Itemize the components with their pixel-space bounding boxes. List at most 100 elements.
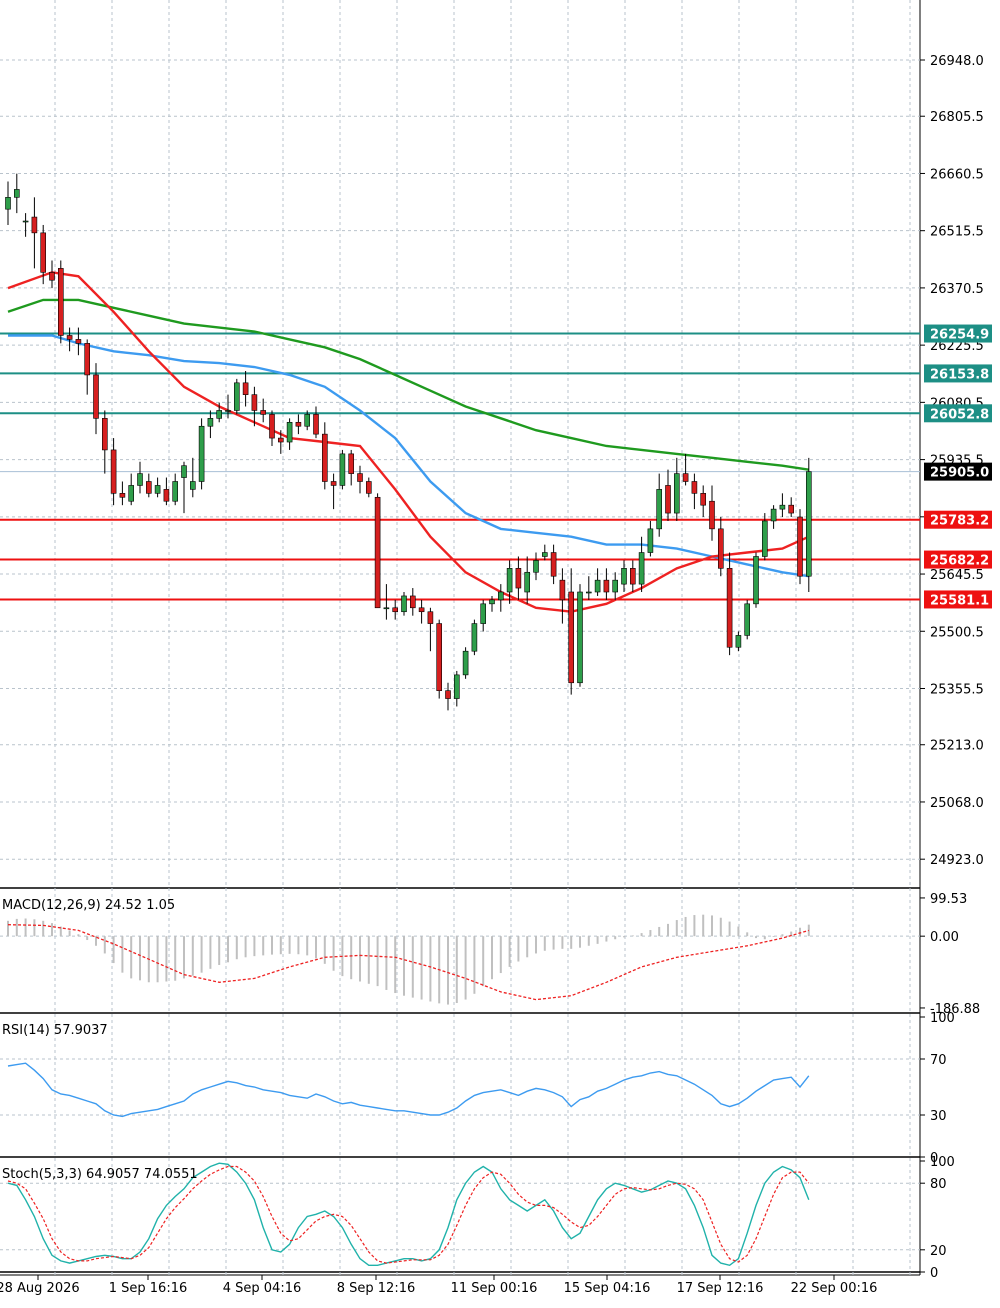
candle-body [524,571,531,593]
candle-body [489,599,495,605]
candle-body [269,414,275,439]
candle-body [682,473,689,482]
candle-body [612,579,619,593]
grid [0,0,921,1276]
candle-body [427,611,434,624]
candle-body [242,382,249,395]
candle-body [700,493,707,506]
axes: 26948.0 26805.5 26660.5 26515.5 26370.5 26225… [0,54,992,1296]
candle-body [137,473,143,486]
candle-body [497,591,504,601]
macd-tick-label: 0.00 [930,930,959,945]
stoch-k-line [7,1162,810,1267]
candle-body [75,339,82,344]
rsi-tick-label: 30 [930,1109,947,1124]
candle-body [216,410,222,419]
candle-body [102,418,108,451]
rsi-tick-label: 100 [930,1011,955,1026]
candle-body [541,552,548,557]
macd-tick-label: 99.53 [930,892,967,907]
candle-body [93,374,99,419]
candle-body [779,504,786,510]
time-tick-label: 22 Sep 00:16 [791,1281,878,1296]
candle-body [761,520,768,557]
candle-body [621,568,627,585]
candle-body [295,421,302,427]
candle-body [128,485,134,502]
candle-body [691,481,698,494]
time-tick-label: 17 Sep 12:16 [677,1281,764,1296]
time-tick-label: 1 Sep 16:16 [109,1281,188,1296]
candle-body [401,595,407,613]
candle-body [797,516,803,577]
time-tick-label: 28 Aug 2026 [0,1281,80,1296]
rsi-panel: RSI(14) 57.9037 [2,1023,810,1118]
candle-body [603,579,610,593]
level-price-tag [924,364,992,383]
candle-body [251,394,258,411]
stoch-d-line [7,1165,810,1264]
candle-body [330,481,337,486]
candle-body [744,603,751,636]
level-price-label: 25581.1 [930,593,989,608]
candle-body [665,485,671,514]
candle-body [480,603,487,624]
candle-body [805,471,812,577]
level-price-label: 25682.2 [930,554,989,569]
candle-body [726,568,733,648]
level-price-label: 26254.9 [930,328,989,343]
price-tick-label: 26515.5 [930,225,984,240]
candle-body [172,481,178,502]
price-tick-label: 26948.0 [930,54,984,69]
candle-body [190,481,196,490]
moving-average-green [7,298,809,471]
candle-body [31,216,38,234]
candle-body [286,421,293,443]
macd-tick-label: -186.88 [930,1002,980,1017]
level-price-tag [924,550,992,569]
candle-body [462,650,469,676]
candle-body [365,481,372,494]
candle-body [453,674,460,699]
price-tick-label: 25355.5 [930,682,984,697]
candle-body [735,635,742,648]
candle-body [577,591,583,684]
level-price-label: 26052.8 [930,407,989,422]
candle-body [49,272,55,281]
price-panel [0,173,920,711]
candle-body [629,568,636,585]
rsi-label: RSI(14) 57.9037 [2,1023,108,1038]
candle-body [383,607,390,610]
candle-body [198,425,205,482]
moving-average-blue [8,334,809,578]
candle-body [506,568,513,593]
candle-body [436,623,443,691]
candle-body [321,433,328,482]
candle-body [357,473,363,482]
price-tick-label: 26805.5 [930,110,984,125]
candle-body [154,485,161,494]
candle-body [5,197,11,210]
candle-body [445,690,451,699]
stoch-tick-label: 80 [930,1177,947,1192]
candle-body [594,579,601,593]
candle-body [418,607,425,613]
candle-body [66,335,73,340]
candle-body [119,493,126,498]
macd-panel: MACD(12,26,9) 24.52 1.05 [2,898,810,1005]
candle-body [770,508,777,522]
candle-body [585,591,592,594]
candle-body [348,453,355,474]
stoch-tick-label: 0 [930,1266,938,1281]
candle-body [40,232,47,273]
macd-signal-line [7,924,809,1001]
candle-body [146,481,152,494]
candle-body [234,382,240,411]
level-price-label: 25783.2 [930,514,989,529]
price-tick-label: 24923.0 [930,853,984,868]
price-tick-label: 26225.5 [930,339,984,354]
moving-average-red [7,271,810,613]
rsi-tick-label: 70 [930,1053,947,1068]
